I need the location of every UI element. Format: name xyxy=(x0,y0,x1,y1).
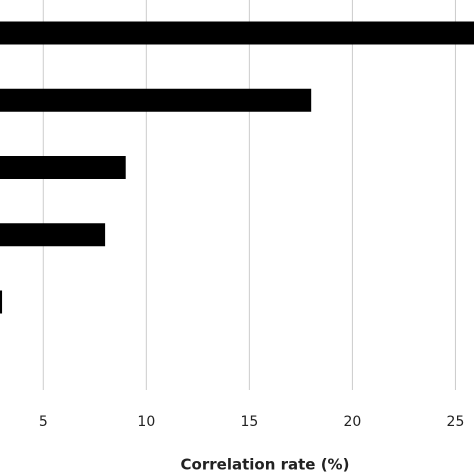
bar xyxy=(0,156,126,179)
x-tick-label: 25 xyxy=(447,414,465,430)
x-tick-label: 20 xyxy=(343,414,361,430)
bar xyxy=(0,290,3,314)
bars xyxy=(0,21,474,314)
x-tick-label: 5 xyxy=(39,414,48,430)
bar xyxy=(0,88,312,112)
x-tick-label: 15 xyxy=(240,414,258,430)
x-axis-title: Correlation rate (%) xyxy=(181,456,350,474)
x-tick-label: 10 xyxy=(137,414,155,430)
grid xyxy=(42,0,456,390)
bar xyxy=(0,223,106,247)
bar xyxy=(0,21,474,45)
